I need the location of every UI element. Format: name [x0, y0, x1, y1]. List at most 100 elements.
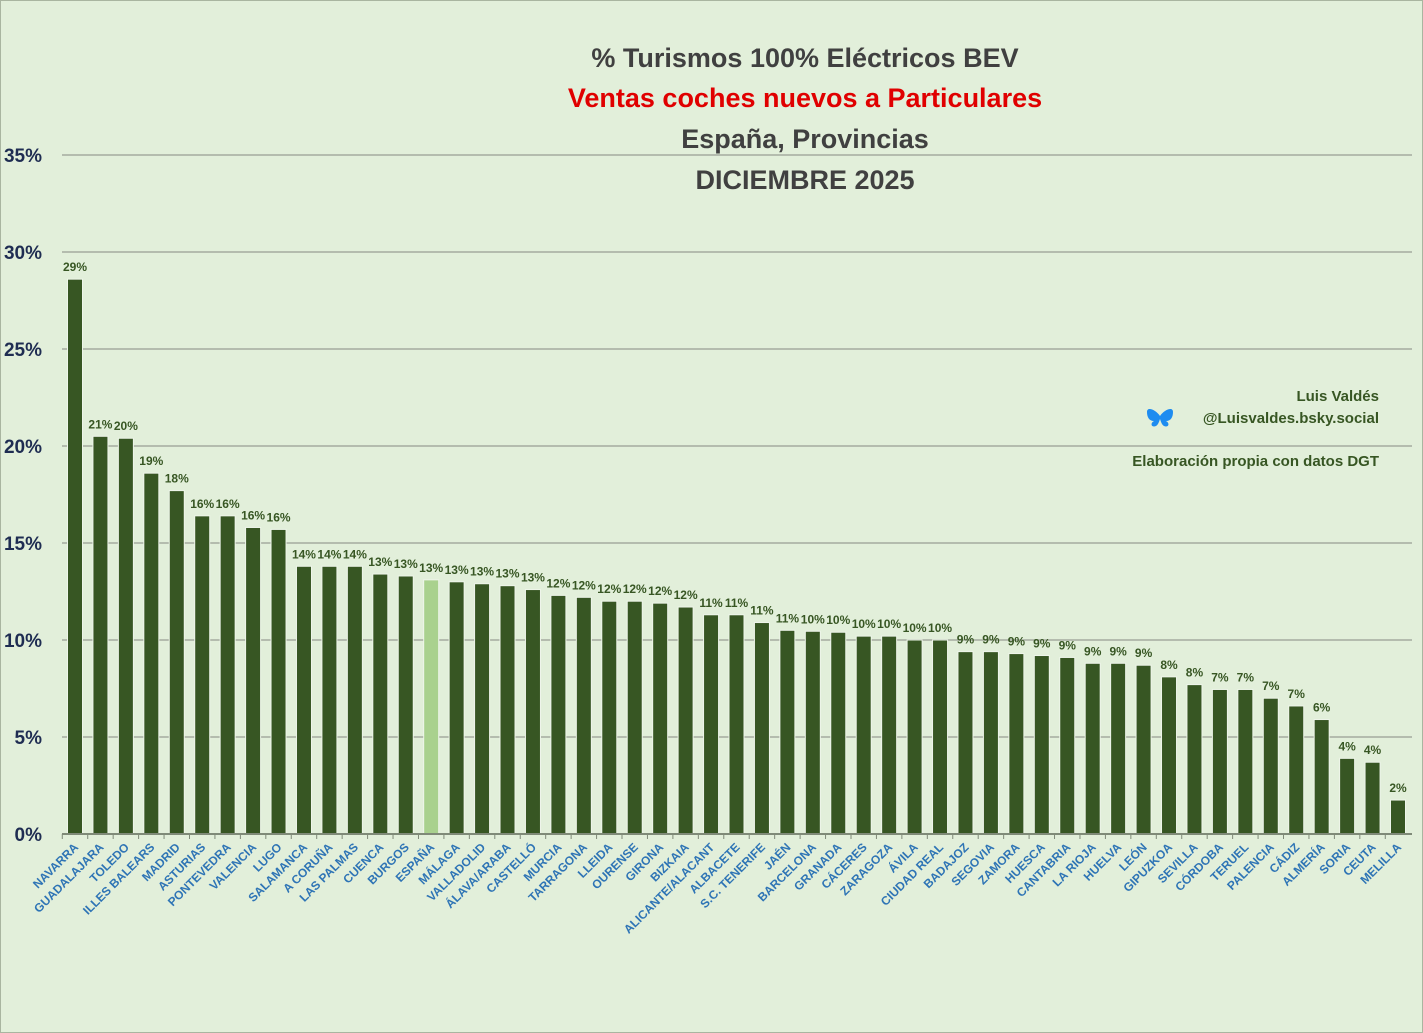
bar-murcia: [550, 594, 567, 835]
data-label: 9%: [982, 633, 1000, 647]
data-labels: 29%21% 20%19%18%16% 16%16% 16%14% 14% 14%13% 1…: [63, 260, 1407, 795]
y-tick-label: 30%: [4, 243, 42, 264]
data-label: 13%: [521, 571, 545, 585]
bar-guadalajara: [92, 435, 109, 835]
data-label: 13%: [368, 555, 392, 569]
chart-title-line-3: España, Provincias: [681, 124, 929, 154]
bar-lugo: [270, 528, 287, 835]
bars: [67, 278, 1406, 835]
bar-soria: [1339, 757, 1356, 835]
bar-salamanca: [295, 565, 312, 835]
bar-ja-n: [779, 629, 796, 835]
y-axis: 0% 5% 10% 15% 20% 25% 30% 35%: [4, 146, 42, 846]
data-label: 29%: [63, 260, 87, 274]
bar-le-n: [1135, 664, 1152, 835]
bar-lleida: [601, 600, 618, 835]
data-label: 20%: [114, 419, 138, 433]
data-label: 12%: [623, 582, 647, 596]
y-tick-label: 35%: [4, 146, 42, 167]
data-label: 9%: [1008, 635, 1026, 649]
bar-pontevedra: [219, 515, 236, 835]
bar-gipuzkoa: [1161, 676, 1178, 835]
data-label: 16%: [216, 497, 240, 511]
data-label: 12%: [674, 588, 698, 602]
data-label: 11%: [725, 596, 749, 610]
y-tick-label: 5%: [15, 728, 43, 749]
y-tick-label: 0%: [15, 825, 43, 846]
bar-huesca: [1033, 655, 1050, 835]
bar-badajoz: [957, 651, 974, 835]
bar-granada: [830, 631, 847, 835]
data-label: 6%: [1313, 701, 1331, 715]
bar-ceuta: [1364, 761, 1381, 835]
data-label: 9%: [1135, 646, 1153, 660]
bar-tarragona: [575, 596, 592, 835]
data-label: 7%: [1262, 679, 1280, 693]
bar-segovia: [982, 651, 999, 835]
bar-la-rioja: [1084, 662, 1101, 835]
bar-las-palmas: [346, 565, 363, 835]
data-label: 12%: [648, 584, 672, 598]
data-label: 9%: [1033, 637, 1051, 651]
bar-madrid: [168, 490, 185, 835]
bar-melilla: [1390, 799, 1406, 835]
data-label: 7%: [1288, 687, 1306, 701]
bar-valencia: [245, 526, 262, 835]
data-label: 13%: [496, 567, 520, 581]
data-label: 8%: [1186, 666, 1204, 680]
bar-castell-: [524, 589, 541, 835]
data-label: 14%: [292, 547, 316, 561]
data-label: 21%: [88, 417, 112, 431]
data-label: 11%: [776, 611, 800, 625]
data-label: 2%: [1389, 781, 1407, 795]
data-label: 16%: [190, 497, 214, 511]
data-label: 10%: [826, 613, 850, 627]
bar-ciudad-real: [932, 639, 949, 835]
data-label: 13%: [470, 565, 494, 579]
y-tick-label: 10%: [4, 631, 42, 652]
bar-c-ceres: [855, 635, 872, 835]
data-label: 4%: [1338, 739, 1356, 753]
data-label: 11%: [699, 596, 723, 610]
data-label: 13%: [419, 561, 443, 575]
bar--vila: [906, 639, 923, 835]
data-label: 10%: [903, 621, 927, 635]
bar-valladolid: [474, 583, 491, 835]
data-label: 7%: [1211, 670, 1229, 684]
data-label: 10%: [877, 617, 901, 631]
bar-m-laga: [448, 581, 465, 835]
data-label: 10%: [928, 621, 952, 635]
bar-palencia: [1262, 697, 1279, 835]
bluesky-butterfly-icon: [1147, 409, 1173, 427]
bar-alicante-alacant: [703, 614, 720, 835]
data-label: 9%: [1059, 638, 1077, 652]
data-label: 18%: [165, 472, 189, 486]
data-label: 13%: [445, 563, 469, 577]
bar-zaragoza: [881, 635, 898, 835]
bar--lava-araba: [499, 585, 516, 835]
y-tick-label: 15%: [4, 534, 42, 555]
bar-sevilla: [1186, 684, 1203, 835]
bar-burgos: [397, 575, 414, 835]
data-label: 14%: [317, 547, 341, 561]
y-tick-label: 25%: [4, 340, 42, 361]
data-label: 13%: [394, 557, 418, 571]
data-label: 10%: [852, 617, 876, 631]
bar-cuenca: [372, 573, 389, 835]
bar-girona: [652, 602, 669, 835]
bar-c-diz: [1288, 705, 1305, 835]
data-label: 9%: [1109, 644, 1127, 658]
data-label: 16%: [241, 508, 265, 522]
bar-asturias: [194, 515, 211, 835]
data-label: 16%: [267, 510, 291, 524]
y-tick-label: 20%: [4, 437, 42, 458]
bar-ourense: [626, 600, 643, 835]
data-label: 9%: [957, 633, 975, 647]
chart-title-line-4: DICIEMBRE 2025: [695, 165, 914, 195]
data-label: 12%: [572, 578, 596, 592]
data-label: 7%: [1237, 670, 1255, 684]
credit-author: Luis Valdés: [1296, 388, 1379, 405]
bar-almer-a: [1313, 719, 1330, 835]
